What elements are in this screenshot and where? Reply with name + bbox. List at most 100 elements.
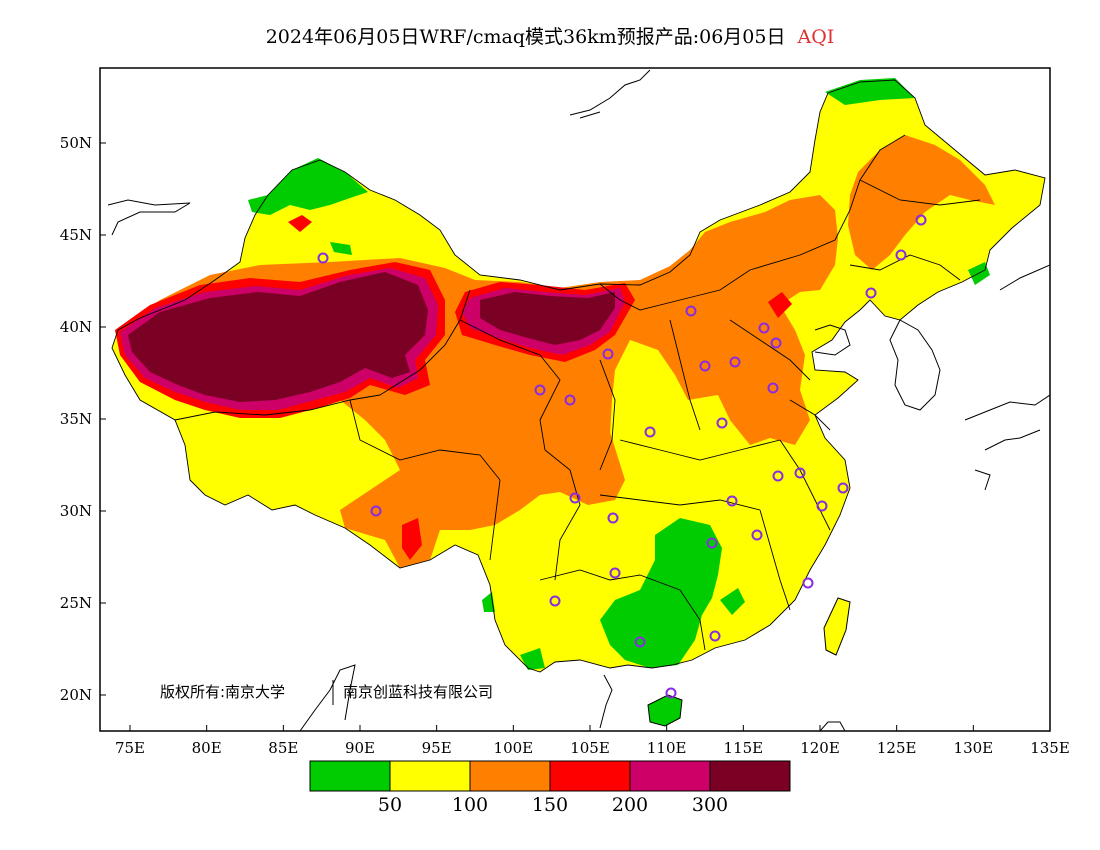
aqi-region-red-beijing [768,292,792,318]
coast-hainan [647,694,683,727]
city-station-marker [729,356,741,368]
coast-lake-baikal [569,69,651,119]
aqi-region-green-south [600,518,722,668]
city-station-marker [865,287,877,299]
boundary-shanxi-hebei [669,319,701,431]
title-variable: AQI [797,26,835,48]
city-station-marker [706,537,718,549]
aqi-region-green-northwest [248,158,368,215]
coast-japan [964,394,1050,491]
boundary-jiangxi-fujian [759,509,791,611]
city-station-marker [534,384,546,396]
aqi-region-hainan [648,695,682,726]
boundary-jiangsu-shandong [789,399,831,431]
city-station-marker [772,470,784,482]
city-station-marker [794,467,806,479]
province-boundaries [111,79,1046,673]
x-tick-label: 110E [647,739,687,757]
x-tick-label: 115E [724,739,764,757]
boundary-henan-hubei [619,439,781,461]
city-station-marker [317,252,329,264]
copyright-company: 南京创蓝科技有限公司 [343,683,493,701]
x-tick-label: 90E [345,739,375,757]
aqi-region-red-xinjiang-spot [288,215,312,232]
city-station-marker [716,417,728,429]
city-station-marker [602,348,614,360]
city-station-marker [767,382,779,394]
coast-taiwan [823,597,851,656]
boundary-xinjiang-tibet [174,394,381,421]
city-station-marker [770,337,782,349]
map-content [107,69,1050,731]
coast-bohai [814,324,851,356]
aqi-region-green-guangdong [720,588,745,615]
city-station-marker [549,595,561,607]
aqi-legend: 50 100 150 200 300 [309,760,791,816]
map-frame-border [99,67,1051,732]
boundary-zhejiang-anhui [779,439,831,531]
coast-luzon [819,721,846,731]
boundary-ningxia-shaanxi [599,359,616,471]
x-tick-label: 80E [192,739,222,757]
legend-label: 100 [452,794,488,816]
legend-label: 300 [692,794,728,816]
x-tick-label: 125E [877,739,917,757]
city-station-marker [699,360,711,372]
y-tick-label: 25N [60,594,92,612]
x-tick-label: 120E [800,739,840,757]
coast-caspian-lake [107,199,191,236]
legend-swatch [629,760,711,792]
x-tick-label: 135E [1030,739,1070,757]
boundary-tibet-qinghai [349,399,501,481]
y-tick-label: 30N [60,502,92,520]
coast-korea [889,319,941,411]
legend-swatch [709,760,791,792]
x-tick-label: 130E [954,739,994,757]
city-station-marker [607,512,619,524]
city-station-marker [634,636,646,648]
y-tick-label: 35N [60,410,92,428]
boundary-jilin-liaoning [849,254,961,281]
legend-swatch [389,760,471,792]
boundary-heilongjiang-jilin [859,179,981,206]
city-station-marker [816,500,828,512]
city-station-marker [758,322,770,334]
y-tick-label: 45N [60,226,92,244]
boundary-xinjiang-qinghai [379,289,471,396]
aqi-region-taiwan [824,598,850,655]
city-station-marker [569,492,581,504]
aqi-region-maroon-tarim [128,272,428,402]
aqi-region-orange-hunan [575,432,625,495]
legend-swatch [469,760,551,792]
city-station-marker [644,426,656,438]
boundary-yunnan-guizhou [539,569,641,581]
city-station-marker [609,567,621,579]
legend-swatch [309,760,391,792]
city-station-marker [685,305,697,317]
legend-label: 200 [612,794,648,816]
map-title: 2024年06月05日WRF/cmaq模式36km预报产品:06月05日 AQI [0,22,1100,49]
boundary-guangxi-guangdong [639,574,706,651]
city-station-markers [317,214,927,699]
x-tick-label: 75E [115,739,145,757]
city-station-marker [370,505,382,517]
y-tick-label: 20N [60,686,92,704]
city-station-marker [915,214,927,226]
boundary-sichuan-chongqing [544,449,581,581]
legend-label: 150 [532,794,568,816]
legend-swatch [549,760,631,792]
boundary-hubei-hunan [599,494,761,511]
coast-indochina [599,674,613,729]
boundary-qinghai-gansu [459,319,561,451]
title-main: 2024年06月05日WRF/cmaq模式36km预报产品:06月05日 [265,26,786,48]
city-station-marker [709,630,721,642]
city-station-marker [564,394,576,406]
coast-india [299,664,356,731]
city-station-marker [895,249,907,261]
boundary-inner-mongolia [599,134,906,311]
aqi-region-red-tibet-se [402,518,422,560]
city-station-marker [726,495,738,507]
aqi-region-green-northeast [825,78,915,105]
copyright-owner: 版权所有:南京大学 [160,683,285,701]
